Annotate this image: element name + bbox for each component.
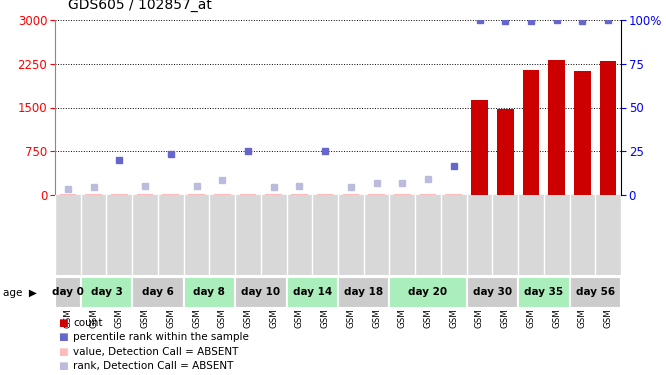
Bar [574,71,591,195]
Text: day 35: day 35 [524,287,563,297]
Bar [420,194,436,195]
Text: day 8: day 8 [193,287,225,297]
Text: rank, Detection Call = ABSENT: rank, Detection Call = ABSENT [73,362,233,371]
Text: ■: ■ [59,333,68,342]
Text: value, Detection Call = ABSENT: value, Detection Call = ABSENT [73,347,238,357]
Bar [471,100,488,195]
Text: day 6: day 6 [142,287,174,297]
Bar [291,194,308,195]
Bar [446,194,462,195]
Bar [368,194,385,195]
Bar [235,277,286,308]
Bar [81,277,132,308]
Bar [342,194,359,195]
Bar [55,277,81,308]
Text: day 3: day 3 [91,287,123,297]
Text: percentile rank within the sample: percentile rank within the sample [73,333,249,342]
Bar [497,109,513,195]
Bar [85,194,102,195]
Text: ■: ■ [59,318,68,328]
Bar [286,277,338,308]
Bar [111,194,128,195]
Bar [132,277,184,308]
Bar [569,277,621,308]
Text: ■: ■ [59,347,68,357]
Bar [317,194,334,195]
Text: day 20: day 20 [408,287,448,297]
Bar [184,277,235,308]
Text: age  ▶: age ▶ [3,288,37,297]
Bar [59,194,76,195]
Bar [188,194,205,195]
Bar [137,194,153,195]
Bar [338,277,390,308]
Bar [265,194,282,195]
Bar [518,277,569,308]
Bar [390,277,467,308]
Bar [523,70,539,195]
Text: day 30: day 30 [473,287,512,297]
Text: day 56: day 56 [575,287,615,297]
Bar [214,194,230,195]
Text: ■: ■ [59,362,68,371]
Bar [548,60,565,195]
Text: count: count [73,318,103,328]
Bar [394,194,411,195]
Bar [467,277,518,308]
Bar [240,194,256,195]
Text: day 18: day 18 [344,287,384,297]
Text: day 0: day 0 [52,287,84,297]
Text: day 14: day 14 [292,287,332,297]
Text: day 10: day 10 [241,287,280,297]
Bar [163,194,179,195]
Bar [600,62,617,195]
Text: GDS605 / 102857_at: GDS605 / 102857_at [69,0,212,12]
